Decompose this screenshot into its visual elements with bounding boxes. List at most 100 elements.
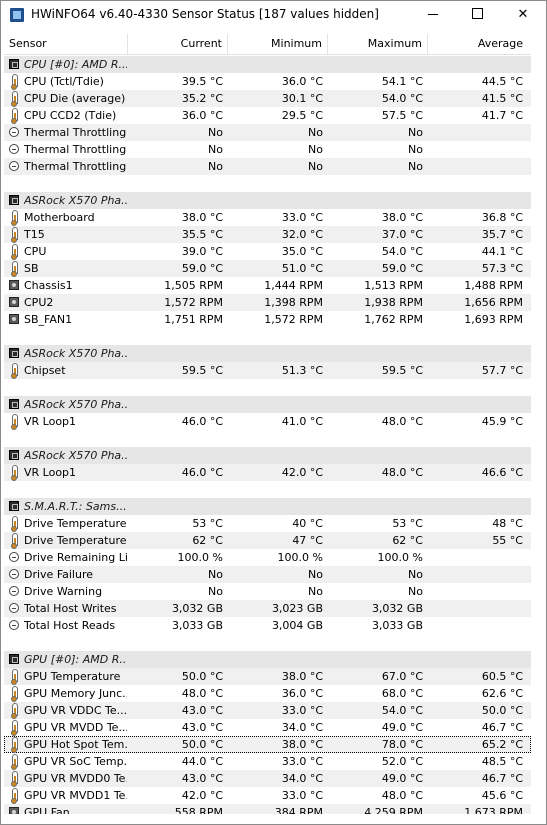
maximum-value: 52.0 °C <box>381 755 423 768</box>
sensor-row[interactable]: Drive Temperature 53 °C 40 °C 53 °C 48 °C <box>4 515 531 532</box>
window-title: HWiNFO64 v6.40-4330 Sensor Status [187 v… <box>31 7 379 21</box>
sensor-row[interactable]: GPU VR VDDC Te... 43.0 °C 33.0 °C 54.0 °C 50… <box>4 702 531 719</box>
maximum-value <box>328 447 423 464</box>
sensor-group-row[interactable]: ASRock X570 Pha... <box>4 396 531 413</box>
current-value: 38.0 °C <box>181 211 223 224</box>
thermometer-icon <box>11 533 18 549</box>
maximum-value: 49.0 °C <box>381 772 423 785</box>
maximum-value: 1,513 RPM <box>364 279 423 292</box>
sensor-row[interactable]: Thermal Throttling... No No No <box>4 124 531 141</box>
minimum-value: 100.0 % <box>277 551 323 564</box>
sensor-row[interactable]: Thermal Throttling... No No No <box>4 158 531 175</box>
minimum-value <box>228 651 323 668</box>
sensor-name: SB_FAN1 <box>24 313 73 326</box>
column-header-average[interactable]: Average <box>477 37 523 50</box>
sensor-row[interactable]: Total Host Reads 3,033 GB 3,004 GB 3,033 GB <box>4 617 531 634</box>
sensor-row[interactable]: GPU Hot Spot Tem... 50.0 °C 38.0 °C 78.0 °C… <box>4 736 531 753</box>
group-spacer <box>4 328 531 345</box>
sensor-row[interactable]: T15 35.5 °C 32.0 °C 37.0 °C 35.7 °C <box>4 226 531 243</box>
column-header-sensor[interactable]: Sensor <box>4 34 128 54</box>
sensor-row[interactable]: CPU2 1,572 RPM 1,398 RPM 1,938 RPM 1,656 RPM <box>4 294 531 311</box>
chip-icon <box>9 195 19 205</box>
column-header-maximum[interactable]: Maximum <box>328 34 428 54</box>
column-header-current[interactable]: Current <box>128 34 228 54</box>
average-value: 45.9 °C <box>481 415 523 428</box>
sensor-group-row[interactable]: S.M.A.R.T.: Sams... <box>4 498 531 515</box>
status-bar <box>1 814 546 824</box>
sensor-name: SB <box>24 262 39 275</box>
current-value: No <box>208 143 223 156</box>
sensor-row[interactable]: CPU (Tctl/Tdie) 39.5 °C 36.0 °C 54.1 °C 44.5… <box>4 73 531 90</box>
chip-icon <box>9 501 19 511</box>
average-value: 46.7 °C <box>481 721 523 734</box>
sensor-group-row[interactable]: ASRock X570 Pha... <box>4 345 531 362</box>
sensor-group-row[interactable]: CPU [#0]: AMD R... <box>4 56 531 73</box>
minimum-value: 33.0 °C <box>281 789 323 802</box>
current-value <box>128 651 223 668</box>
minimum-value: 40 °C <box>292 517 323 530</box>
average-value <box>428 549 523 566</box>
sensor-name: Drive Temperature 2 <box>24 534 127 547</box>
maximum-value <box>328 345 423 362</box>
sensor-group-row[interactable]: ASRock X570 Pha... <box>4 447 531 464</box>
sensor-row[interactable]: GPU VR SoC Temp... 44.0 °C 33.0 °C 52.0 °C 4… <box>4 753 531 770</box>
sensor-row[interactable]: GPU Temperature 50.0 °C 38.0 °C 67.0 °C 60.5… <box>4 668 531 685</box>
current-value: 46.0 °C <box>181 415 223 428</box>
maximum-value: 1,762 RPM <box>364 313 423 326</box>
average-value: 50.0 °C <box>481 704 523 717</box>
sensor-name: CPU Die (average) <box>24 92 126 105</box>
maximize-button[interactable] <box>454 1 500 29</box>
thermometer-icon <box>11 91 18 107</box>
sensor-row[interactable]: Thermal Throttling... No No No <box>4 141 531 158</box>
current-value: 39.5 °C <box>181 75 223 88</box>
current-value: No <box>208 585 223 598</box>
minimum-value: 1,444 RPM <box>264 279 323 292</box>
average-value: 57.3 °C <box>481 262 523 275</box>
current-value: 35.2 °C <box>181 92 223 105</box>
sensor-group-row[interactable]: GPU [#0]: AMD R... <box>4 651 531 668</box>
thermometer-icon <box>11 465 18 481</box>
current-value <box>128 447 223 464</box>
sensor-row[interactable]: GPU VR MVDD Te... 43.0 °C 34.0 °C 49.0 °C 46… <box>4 719 531 736</box>
maximum-value: 53 °C <box>392 517 423 530</box>
sensor-row[interactable]: GPU VR MVDD1 Te... 42.0 °C 33.0 °C 48.0 °C 4… <box>4 787 531 804</box>
title-bar[interactable]: HWiNFO64 v6.40-4330 Sensor Status [187 v… <box>1 1 546 29</box>
maximum-value: 48.0 °C <box>381 415 423 428</box>
sensor-row[interactable]: GPU VR MVDD0 Te... 43.0 °C 34.0 °C 49.0 °C 4… <box>4 770 531 787</box>
column-header-minimum[interactable]: Minimum <box>228 34 328 54</box>
minimum-value: 1,398 RPM <box>264 296 323 309</box>
maximum-value <box>328 56 423 73</box>
minimize-icon <box>428 14 438 15</box>
minimize-button[interactable] <box>410 1 456 29</box>
sensor-group-row[interactable]: ASRock X570 Pha... <box>4 192 531 209</box>
status-flag-icon <box>9 144 19 154</box>
sensor-row[interactable]: Drive Warning No No No <box>4 583 531 600</box>
thermometer-icon <box>11 244 18 260</box>
sensor-row[interactable]: VR Loop1 46.0 °C 42.0 °C 48.0 °C 46.6 °C <box>4 464 531 481</box>
average-value: 65.2 °C <box>481 738 523 751</box>
average-value <box>428 566 523 583</box>
sensor-row[interactable]: CPU Die (average) 35.2 °C 30.1 °C 54.0 °C 41… <box>4 90 531 107</box>
maximum-value: 68.0 °C <box>381 687 423 700</box>
minimum-value: 47 °C <box>292 534 323 547</box>
sensor-row[interactable]: Motherboard 38.0 °C 33.0 °C 38.0 °C 36.8 °C <box>4 209 531 226</box>
sensor-row[interactable]: Chipset 59.5 °C 51.3 °C 59.5 °C 57.7 °C <box>4 362 531 379</box>
sensor-row[interactable]: Drive Temperature 2 62 °C 47 °C 62 °C 55 °C <box>4 532 531 549</box>
sensor-row[interactable]: CPU 39.0 °C 35.0 °C 54.0 °C 44.1 °C <box>4 243 531 260</box>
minimum-value: 33.0 °C <box>281 211 323 224</box>
sensor-name: ASRock X570 Pha... <box>24 398 127 411</box>
average-value: 35.7 °C <box>481 228 523 241</box>
average-value: 1,656 RPM <box>464 296 523 309</box>
sensor-row[interactable]: VR Loop1 46.0 °C 41.0 °C 48.0 °C 45.9 °C <box>4 413 531 430</box>
sensor-row[interactable]: Drive Remaining Life 100.0 % 100.0 % 100.0 … <box>4 549 531 566</box>
sensor-row[interactable]: SB 59.0 °C 51.0 °C 59.0 °C 57.3 °C <box>4 260 531 277</box>
sensor-row[interactable]: Chassis1 1,505 RPM 1,444 RPM 1,513 RPM 1,488… <box>4 277 531 294</box>
sensor-row[interactable]: GPU Memory Junc... 48.0 °C 36.0 °C 68.0 °C 6… <box>4 685 531 702</box>
sensor-name: Motherboard <box>24 211 95 224</box>
sensor-row[interactable]: CPU CCD2 (Tdie) 36.0 °C 29.5 °C 57.5 °C 41.7… <box>4 107 531 124</box>
sensor-name: CPU [#0]: AMD R... <box>24 58 127 71</box>
sensor-row[interactable]: SB_FAN1 1,751 RPM 1,572 RPM 1,762 RPM 1,693 … <box>4 311 531 328</box>
sensor-row[interactable]: Drive Failure No No No <box>4 566 531 583</box>
sensor-row[interactable]: Total Host Writes 3,032 GB 3,023 GB 3,032 G… <box>4 600 531 617</box>
close-button[interactable]: ✕ <box>500 1 546 29</box>
